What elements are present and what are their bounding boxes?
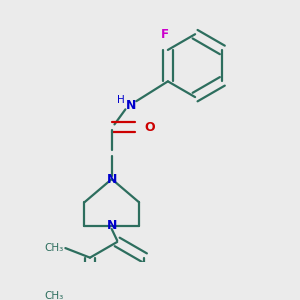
Text: CH₃: CH₃ xyxy=(45,243,64,253)
Text: N: N xyxy=(106,172,117,186)
Text: O: O xyxy=(145,121,155,134)
Text: CH₃: CH₃ xyxy=(45,291,64,300)
Text: F: F xyxy=(161,28,169,41)
Text: H: H xyxy=(117,95,124,105)
Text: N: N xyxy=(106,219,117,232)
Text: N: N xyxy=(126,99,136,112)
